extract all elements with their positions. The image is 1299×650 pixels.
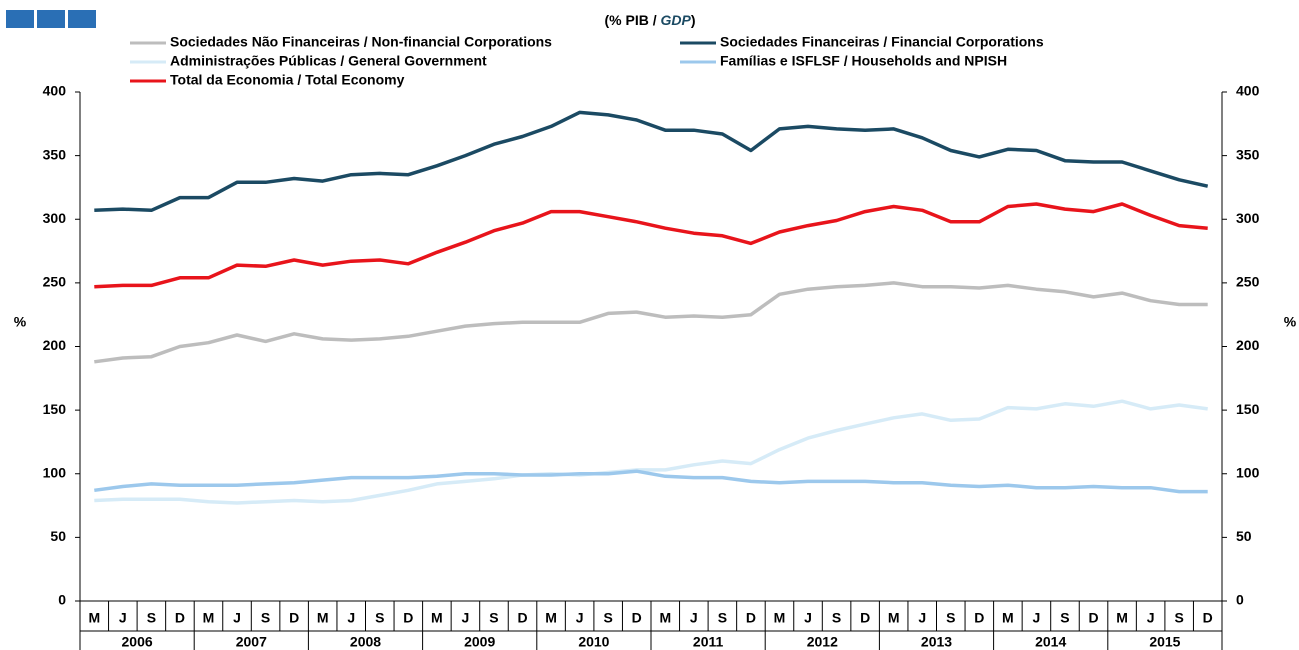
y-tick-label: 0 [58, 592, 66, 608]
x-tick-label: D [860, 610, 870, 626]
x-tick-label: J [1033, 610, 1041, 626]
y2-tick-label: 350 [1236, 146, 1260, 162]
title-part: (% PIB / [604, 12, 660, 28]
logo-block [37, 10, 65, 28]
y-tick-label: 150 [43, 401, 67, 417]
y-tick-label: 100 [43, 464, 67, 480]
logo-block [68, 10, 96, 28]
x-tick-label: D [289, 610, 299, 626]
y-tick-label: 250 [43, 274, 67, 290]
x-tick-label: J [1147, 610, 1155, 626]
year-label: 2014 [1035, 634, 1066, 650]
x-tick-label: S [604, 610, 613, 626]
logo-block [6, 10, 34, 28]
x-tick-label: S [147, 610, 156, 626]
x-tick-label: S [1060, 610, 1069, 626]
x-tick-label: J [918, 610, 926, 626]
y-axis-label: % [14, 314, 27, 330]
series-line [94, 399, 1208, 505]
year-label: 2013 [921, 634, 952, 650]
x-tick-label: D [1203, 610, 1213, 626]
title-part: ) [691, 12, 696, 28]
x-tick-label: D [632, 610, 642, 626]
x-tick-label: M [659, 610, 671, 626]
y2-tick-label: 0 [1236, 592, 1244, 608]
y2-tick-label: 200 [1236, 337, 1260, 353]
x-tick-label: D [746, 610, 756, 626]
y-tick-label: 200 [43, 337, 67, 353]
y-tick-label: 400 [43, 83, 67, 99]
year-label: 2009 [464, 634, 495, 650]
y2-tick-label: 250 [1236, 274, 1260, 290]
legend-label: Famílias e ISFLSF / Households and NPISH [720, 53, 1007, 69]
x-tick-label: M [88, 610, 100, 626]
x-tick-label: S [832, 610, 841, 626]
x-tick-label: D [175, 610, 185, 626]
year-label: 2010 [578, 634, 609, 650]
x-tick-label: M [317, 610, 329, 626]
y2-axis-label: % [1284, 314, 1297, 330]
x-tick-label: S [1175, 610, 1184, 626]
legend-label: Total da Economia / Total Economy [170, 72, 405, 88]
x-tick-label: J [119, 610, 127, 626]
year-label: 2007 [236, 634, 267, 650]
y2-tick-label: 400 [1236, 83, 1260, 99]
year-label: 2011 [693, 634, 724, 650]
x-tick-label: M [1116, 610, 1128, 626]
x-tick-label: S [375, 610, 384, 626]
y-tick-label: 350 [43, 146, 67, 162]
y2-tick-label: 50 [1236, 528, 1252, 544]
x-tick-label: M [431, 610, 443, 626]
series-line [94, 469, 1208, 494]
x-tick-label: D [517, 610, 527, 626]
x-tick-label: J [462, 610, 470, 626]
title-part: GDP [661, 12, 692, 28]
series-line [94, 202, 1208, 289]
x-tick-label: D [1088, 610, 1098, 626]
x-tick-label: D [974, 610, 984, 626]
y2-tick-label: 100 [1236, 464, 1260, 480]
year-label: 2015 [1149, 634, 1180, 650]
x-tick-label: J [576, 610, 584, 626]
year-label: 2008 [350, 634, 381, 650]
year-label: 2006 [122, 634, 153, 650]
x-tick-label: S [718, 610, 727, 626]
x-tick-label: S [489, 610, 498, 626]
series-line [94, 110, 1209, 213]
x-tick-label: J [804, 610, 812, 626]
x-tick-label: S [261, 610, 270, 626]
x-tick-label: J [347, 610, 355, 626]
series-line [94, 281, 1208, 364]
legend-label: Sociedades Financeiras / Financial Corpo… [720, 34, 1044, 50]
legend-label: Sociedades Não Financeiras / Non-financi… [170, 34, 552, 50]
x-tick-label: M [1002, 610, 1014, 626]
y-tick-label: 50 [50, 528, 66, 544]
legend-label: Administrações Públicas / General Govern… [170, 53, 487, 69]
y2-tick-label: 150 [1236, 401, 1260, 417]
x-tick-label: M [888, 610, 900, 626]
y2-tick-label: 300 [1236, 210, 1260, 226]
year-label: 2012 [807, 634, 838, 650]
x-tick-label: D [403, 610, 413, 626]
chart-title: (% PIB / GDP) [604, 12, 695, 28]
x-tick-label: J [690, 610, 698, 626]
x-tick-label: M [774, 610, 786, 626]
y-tick-label: 300 [43, 210, 67, 226]
x-tick-label: J [233, 610, 241, 626]
x-tick-label: S [946, 610, 955, 626]
x-tick-label: M [203, 610, 215, 626]
x-tick-label: M [545, 610, 557, 626]
